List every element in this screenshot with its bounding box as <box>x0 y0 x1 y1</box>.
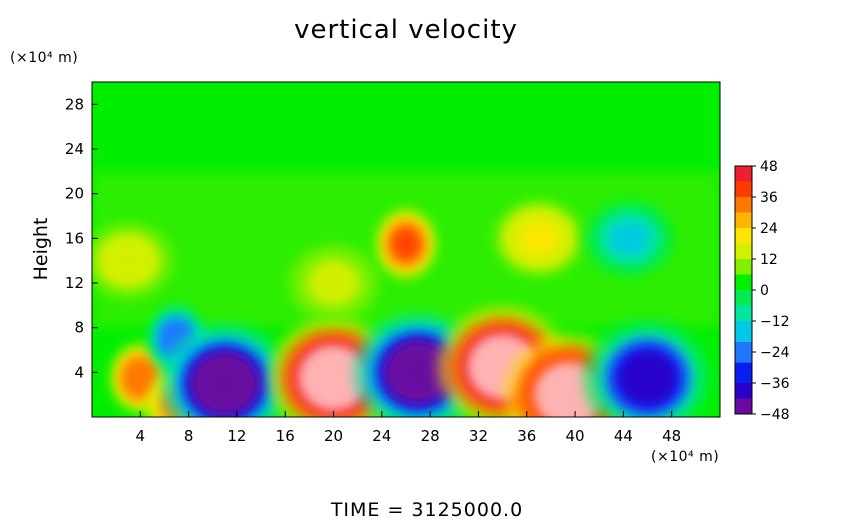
contour-shell <box>389 345 447 399</box>
colorbar-tick-label: −12 <box>760 314 790 330</box>
x-tick-label: 4 <box>136 427 146 445</box>
colorbar-segment <box>735 290 752 306</box>
colorbar: 48 36 24 12 0 −12 −24 −36 −48 <box>734 159 790 423</box>
y-tick-label: 8 <box>74 319 84 337</box>
y-tick-label: 16 <box>65 229 84 247</box>
plot-area <box>92 82 720 417</box>
field-feature <box>581 317 714 417</box>
colorbar-segment <box>735 341 752 363</box>
contour-shell <box>392 228 420 260</box>
colorbar-segment <box>735 166 752 182</box>
x-tick-label: 20 <box>324 427 343 445</box>
time-label: TIME = 3125000.0 <box>330 499 523 519</box>
y-tick-label: 12 <box>65 274 84 292</box>
colorbar-tick-label: 48 <box>760 159 778 175</box>
colorbar-tick-label: 12 <box>760 252 778 268</box>
contour-shell <box>196 356 254 411</box>
colorbar-segment <box>735 212 752 228</box>
contour-shell <box>518 221 560 256</box>
y-axis-ticks: 4 8 12 16 20 24 28 <box>65 95 98 381</box>
y-unit-label: (×10⁴ m) <box>10 50 78 66</box>
colorbar-segment <box>735 274 752 290</box>
contour-shell <box>107 243 149 278</box>
field-feature <box>583 199 676 278</box>
contour-shell <box>313 265 354 301</box>
colorbar-tick-label: −24 <box>760 345 790 361</box>
contour-shell <box>618 351 677 405</box>
y-tick-label: 28 <box>65 95 84 113</box>
x-tick-label: 28 <box>421 427 440 445</box>
colorbar-segment <box>735 383 752 399</box>
x-tick-label: 12 <box>227 427 246 445</box>
x-axis-ticks: 4 8 12 16 20 24 28 32 36 40 44 48 <box>136 411 681 445</box>
colorbar-segment <box>735 197 752 213</box>
field-feature <box>492 199 586 278</box>
colorbar-segment <box>735 181 752 197</box>
x-tick-label: 48 <box>662 427 681 445</box>
y-tick-label: 24 <box>65 140 84 158</box>
colorbar-segment <box>735 362 752 383</box>
contour-shell <box>609 221 650 256</box>
x-tick-label: 40 <box>566 427 585 445</box>
colorbar-tick-label: 36 <box>760 190 778 206</box>
colorbar-segment <box>735 305 752 321</box>
contour-shell <box>304 351 363 405</box>
x-tick-label: 24 <box>372 427 391 445</box>
colorbar-tick-label: −48 <box>760 407 790 423</box>
x-unit-label: (×10⁴ m) <box>651 449 719 465</box>
y-tick-label: 20 <box>65 185 84 203</box>
x-tick-label: 16 <box>276 427 295 445</box>
plot-frame <box>91 81 721 418</box>
x-tick-label: 44 <box>614 427 633 445</box>
contour-shell <box>126 362 154 394</box>
contour-layers <box>92 82 720 417</box>
colorbar-segment <box>735 321 752 342</box>
field-feature <box>92 221 175 300</box>
colorbar-tick-label: 0 <box>760 283 769 299</box>
chart-title: vertical velocity <box>294 15 518 45</box>
x-tick-label: 8 <box>184 427 194 445</box>
y-tick-label: 4 <box>74 363 84 381</box>
field-feature <box>287 243 380 323</box>
x-tick-label: 36 <box>517 427 536 445</box>
colorbar-segment <box>735 243 752 259</box>
colorbar-segment <box>735 259 752 275</box>
field-feature <box>375 208 437 280</box>
y-axis-label: Height <box>30 218 52 281</box>
x-tick-label: 32 <box>469 427 488 445</box>
colorbar-tick-label: −36 <box>760 376 790 392</box>
colorbar-segment <box>735 228 752 244</box>
field-feature <box>159 322 291 417</box>
colorbar-tick-label: 24 <box>760 221 778 237</box>
colorbar-segment <box>735 398 752 414</box>
